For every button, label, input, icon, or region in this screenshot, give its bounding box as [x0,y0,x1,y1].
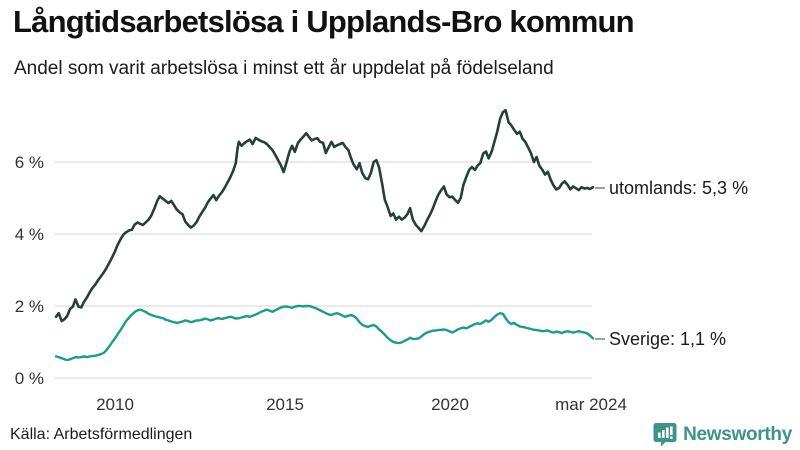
y-tick-4: 4 % [15,225,44,244]
logo-bar-3 [666,427,669,438]
logo-bubble-shape [653,423,677,447]
x-tick-2015: 2015 [266,395,304,414]
gridlines [55,161,592,379]
x-tick-2020: 2020 [431,395,469,414]
newsworthy-logo-text: Newsworthy [683,423,792,445]
logo-bar-2 [662,430,665,438]
x-axis-labels: 2010 2015 2020 mar 2024 [96,395,627,414]
series-label-sverige: Sverige: 1,1 % [609,329,726,349]
logo-bar-1 [658,432,661,438]
page-title: Långtidsarbetslösa i Upplands-Bro kommun [13,4,635,39]
x-tick-2010: 2010 [96,395,134,414]
series-label-utomlands: utomlands: 5,3 % [609,178,748,198]
series-line-sverige [54,304,595,362]
x-tick-mar-2024: mar 2024 [555,395,627,414]
y-axis-labels: 0 % 2 % 4 % 6 % [15,153,44,388]
logo-exclamation-dot [670,436,673,439]
source-note: Källa: Arbetsförmedlingen [10,426,193,443]
logo-exclamation-bar [670,426,673,435]
y-tick-0: 0 % [15,369,44,388]
series-line-utomlands [54,108,595,323]
y-tick-2: 2 % [15,297,44,316]
newsworthy-logo-icon [653,423,677,447]
newsworthy-logo[interactable]: Newsworthy [653,422,792,447]
chart-subtitle: Andel som varit arbetslösa i minst ett å… [14,58,554,79]
y-tick-6: 6 % [15,153,44,172]
